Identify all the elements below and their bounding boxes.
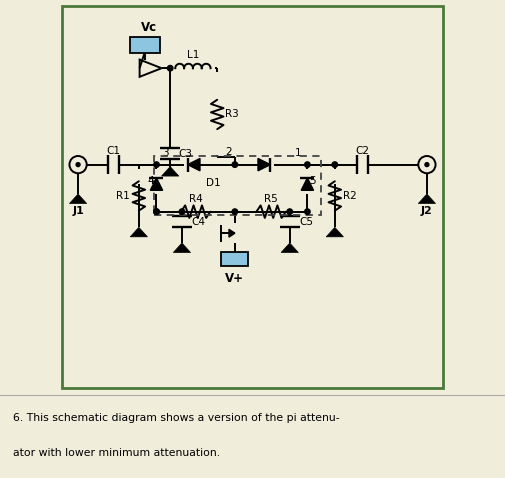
- Polygon shape: [173, 243, 190, 252]
- Text: R3: R3: [225, 109, 239, 120]
- Bar: [154, 156, 321, 215]
- Text: C1: C1: [107, 146, 120, 156]
- Text: 3: 3: [162, 148, 169, 158]
- Text: 4: 4: [148, 175, 155, 185]
- Polygon shape: [281, 243, 298, 252]
- Text: C3: C3: [179, 149, 193, 159]
- Polygon shape: [150, 178, 163, 190]
- Text: 1  2: 1 2: [223, 252, 247, 266]
- Text: L1: L1: [187, 50, 199, 60]
- Circle shape: [332, 162, 337, 167]
- Polygon shape: [188, 158, 200, 171]
- Circle shape: [232, 162, 238, 167]
- Circle shape: [305, 209, 310, 215]
- Polygon shape: [130, 228, 147, 237]
- Circle shape: [305, 162, 310, 167]
- Circle shape: [418, 156, 435, 173]
- Polygon shape: [162, 167, 179, 176]
- Text: 1: 1: [295, 148, 301, 158]
- FancyBboxPatch shape: [221, 252, 248, 266]
- Polygon shape: [326, 228, 343, 237]
- Text: C5: C5: [299, 217, 314, 227]
- Circle shape: [232, 209, 238, 215]
- Text: J2: J2: [421, 206, 433, 216]
- Circle shape: [154, 209, 159, 215]
- Text: J1: J1: [72, 206, 84, 216]
- Circle shape: [287, 209, 292, 215]
- Polygon shape: [301, 178, 314, 190]
- Circle shape: [425, 163, 429, 167]
- Circle shape: [70, 156, 87, 173]
- Text: R2: R2: [343, 191, 357, 201]
- Text: R1: R1: [117, 191, 130, 201]
- Text: R4: R4: [189, 194, 203, 204]
- FancyBboxPatch shape: [130, 37, 160, 54]
- Text: C2: C2: [355, 146, 369, 156]
- Text: 5: 5: [310, 175, 316, 185]
- Text: D1: D1: [206, 178, 221, 188]
- Text: ator with lower minimum attenuation.: ator with lower minimum attenuation.: [13, 448, 220, 458]
- Text: R5: R5: [264, 194, 278, 204]
- Circle shape: [154, 162, 159, 167]
- Circle shape: [154, 209, 159, 215]
- Polygon shape: [139, 60, 162, 77]
- Text: 6. This schematic diagram shows a version of the pi attenu-: 6. This schematic diagram shows a versio…: [13, 413, 339, 424]
- Text: C4: C4: [192, 217, 206, 227]
- Polygon shape: [70, 194, 87, 204]
- Text: 2: 2: [225, 147, 232, 157]
- Text: Vc: Vc: [141, 21, 157, 34]
- Polygon shape: [258, 158, 270, 171]
- Circle shape: [168, 65, 173, 71]
- Text: V+: V+: [225, 272, 244, 285]
- Polygon shape: [229, 229, 235, 237]
- Circle shape: [76, 163, 80, 167]
- Polygon shape: [418, 194, 435, 204]
- Text: 1  2: 1 2: [132, 39, 157, 52]
- Circle shape: [179, 209, 185, 215]
